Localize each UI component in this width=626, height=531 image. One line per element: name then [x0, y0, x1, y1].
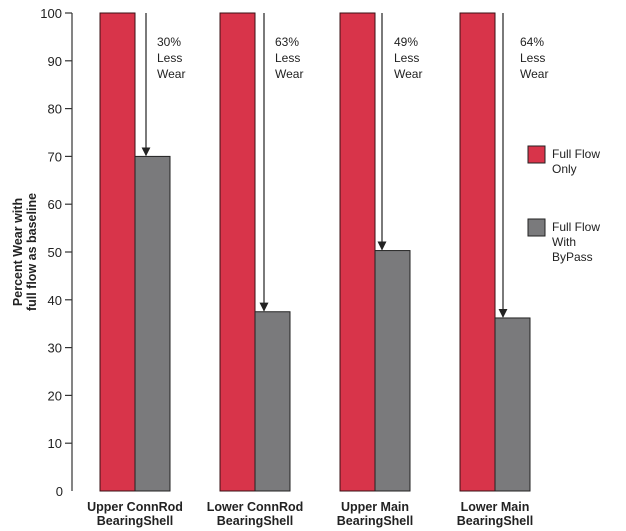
y-axis-title: Percent Wear with full flow as baseline — [11, 193, 39, 311]
x-category-label: Upper Main — [341, 500, 409, 514]
wear-annotation-line: Wear — [157, 67, 185, 81]
x-category-label: BearingShell — [97, 514, 173, 528]
wear-annotation-line: 49% — [394, 35, 418, 49]
wear-annotation-line: Wear — [520, 67, 548, 81]
legend-label: With — [552, 235, 576, 249]
y-tick-label: 10 — [48, 436, 62, 451]
y-tick-label: 40 — [48, 293, 62, 308]
legend-label: ByPass — [552, 250, 593, 264]
legend-label: Only — [552, 162, 577, 176]
bar-full-flow-only — [99, 12, 136, 492]
y-tick-label: 100 — [40, 6, 62, 21]
y-axis-title-line: Percent Wear with — [11, 198, 25, 306]
wear-annotation-line: Wear — [275, 67, 303, 81]
bar-full-flow-bypass — [494, 317, 531, 492]
wear-annotations: 30% Less Wear 63% Less Wear 49% Less Wear 64% Less… — [157, 35, 548, 81]
y-tick-label: 0 — [56, 484, 63, 499]
bar-full-flow-only — [219, 12, 256, 492]
bar-full-flow-only — [339, 12, 376, 492]
y-axis: 0 10 20 30 40 50 60 70 80 90 100 — [40, 6, 73, 499]
y-tick-label: 50 — [48, 245, 62, 260]
y-tick-label: 30 — [48, 341, 62, 356]
legend-label: Full Flow — [552, 147, 600, 161]
y-tick-label: 90 — [48, 54, 62, 69]
wear-annotation-line: Wear — [394, 67, 422, 81]
wear-arrows — [141, 13, 508, 318]
y-axis-title-line: full flow as baseline — [25, 193, 39, 311]
legend-swatch — [527, 218, 546, 237]
wear-annotation-line: Less — [520, 51, 545, 65]
wear-annotation-line: Less — [394, 51, 419, 65]
bars — [99, 12, 531, 492]
wear-annotation-line: 63% — [275, 35, 299, 49]
x-category-label: BearingShell — [217, 514, 293, 528]
legend-label: Full Flow — [552, 220, 600, 234]
bar-full-flow-bypass — [254, 311, 291, 492]
x-category-label: Lower Main — [461, 500, 530, 514]
x-category-label: BearingShell — [457, 514, 533, 528]
y-tick-label: 20 — [48, 388, 62, 403]
wear-annotation-line: 64% — [520, 35, 544, 49]
x-category-label: BearingShell — [337, 514, 413, 528]
legend-swatch — [527, 145, 546, 164]
x-category-label: Lower ConnRod — [207, 500, 304, 514]
y-tick-label: 80 — [48, 102, 62, 117]
wear-annotation-line: Less — [157, 51, 182, 65]
bar-full-flow-bypass — [374, 250, 411, 492]
y-tick-label: 70 — [48, 149, 62, 164]
wear-annotation-line: 30% — [157, 35, 181, 49]
y-tick-label: 60 — [48, 197, 62, 212]
bar-full-flow-only — [459, 12, 496, 492]
wear-annotation-line: Less — [275, 51, 300, 65]
x-category-label: Upper ConnRod — [87, 500, 183, 514]
bar-full-flow-bypass — [134, 155, 171, 492]
